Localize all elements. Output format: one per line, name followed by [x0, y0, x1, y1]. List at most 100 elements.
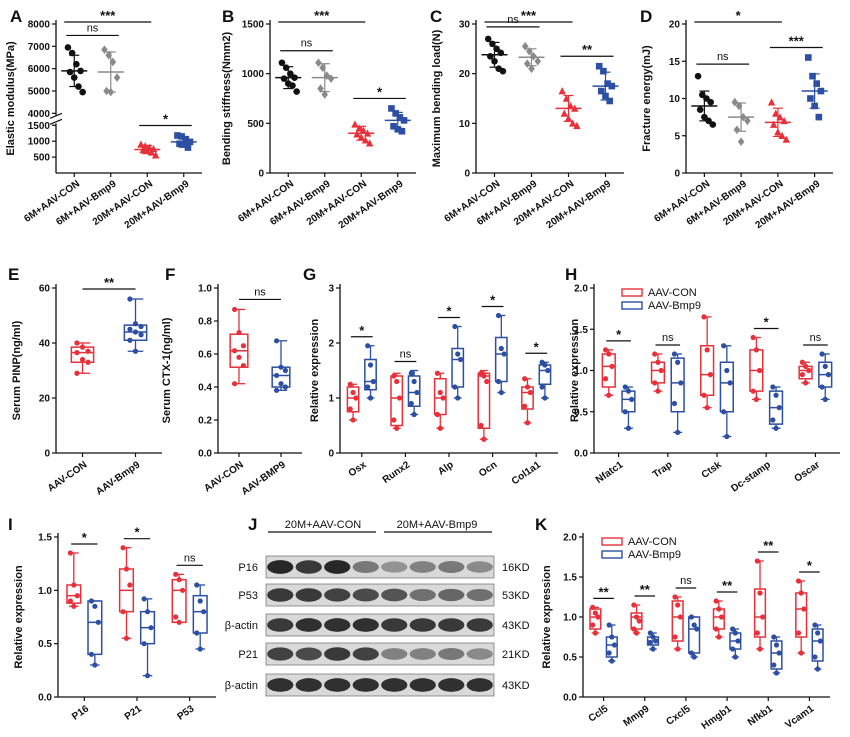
data-point: [74, 370, 80, 376]
blot-band: [438, 678, 465, 692]
data-point: [481, 373, 487, 379]
y-tick-label: 0.2: [198, 416, 212, 427]
x-tick-label: Oscar: [793, 459, 823, 484]
data-point: [68, 49, 76, 57]
data-point: [805, 54, 812, 61]
x-tick-label: Nfkb1: [746, 703, 775, 728]
y-axis-label: Serum PINP(ng/ml): [11, 320, 23, 420]
data-point: [694, 72, 702, 80]
y-tick-label: 1.0: [38, 586, 52, 597]
panel-label-G: G: [303, 265, 316, 284]
data-point: [179, 587, 186, 593]
data-point: [478, 422, 484, 429]
data-point: [822, 363, 828, 369]
data-point: [495, 312, 502, 319]
data-point: [361, 136, 370, 144]
data-point: [498, 345, 504, 352]
data-point: [391, 417, 397, 423]
data-point: [772, 109, 780, 117]
blot-band: [352, 618, 379, 632]
y-tick-label: 2.0: [574, 284, 588, 295]
blot-strip: [265, 555, 495, 579]
y-tick-label: 1000: [242, 69, 265, 80]
data-point: [123, 566, 130, 572]
data-point: [822, 396, 828, 402]
data-point: [400, 117, 408, 124]
data-point: [595, 62, 603, 70]
data-point: [437, 425, 443, 431]
legend-label-bmp: AAV-Bmp9: [648, 300, 701, 312]
data-point: [564, 114, 573, 122]
data-point: [521, 42, 529, 51]
data-point: [735, 638, 741, 644]
data-point: [353, 395, 359, 401]
data-point: [501, 351, 507, 357]
data-point: [753, 396, 759, 402]
data-point: [120, 545, 126, 551]
data-point: [141, 641, 147, 647]
data-point: [123, 635, 130, 641]
data-point: [321, 90, 329, 99]
data-point: [590, 622, 596, 628]
significance-label: *: [490, 293, 496, 308]
box-iqr: [589, 608, 602, 630]
blot-band: [438, 618, 465, 632]
data-point: [815, 113, 823, 121]
data-point: [625, 388, 632, 394]
data-point: [802, 363, 809, 369]
data-point: [180, 141, 188, 148]
data-point: [390, 123, 397, 130]
data-point: [545, 367, 551, 374]
data-point: [647, 640, 653, 646]
data-point: [571, 104, 579, 112]
y-tick-label: 0.6: [198, 350, 212, 361]
x-tick-label: AAV-Bmp9: [94, 459, 142, 497]
y-tick-label: 1.5: [574, 325, 588, 336]
y-tick-label: 7000: [28, 42, 51, 53]
data-point: [408, 400, 414, 407]
data-point: [795, 578, 802, 584]
data-point: [120, 609, 126, 615]
box-iqr: [538, 364, 552, 385]
data-point: [484, 35, 492, 43]
panel-label-F: F: [165, 265, 175, 284]
data-point: [408, 370, 414, 376]
significance-label: **: [640, 582, 651, 597]
data-point: [282, 367, 289, 374]
data-point: [672, 634, 678, 640]
box-iqr: [87, 600, 103, 656]
y-tick-label: 0.8: [198, 317, 212, 328]
data-point: [688, 614, 695, 620]
data-point: [590, 604, 596, 611]
data-point: [79, 88, 86, 96]
y-axis-label: Relative expression: [541, 565, 553, 669]
data-point: [727, 380, 733, 386]
data-point: [174, 132, 181, 139]
significance-label: ns: [680, 575, 692, 587]
data-point: [388, 105, 395, 112]
data-point: [278, 364, 284, 370]
data-point: [143, 146, 151, 155]
data-point: [132, 348, 139, 354]
data-point: [278, 381, 284, 387]
data-point: [608, 82, 616, 90]
data-point: [289, 82, 296, 89]
blot-band: [295, 647, 322, 661]
x-tick-label: Nfatc1: [594, 459, 626, 486]
data-point: [524, 420, 531, 426]
data-point: [530, 51, 537, 61]
data-point: [819, 351, 825, 357]
data-point: [127, 296, 133, 302]
x-tick-label: Vcam1: [783, 703, 816, 731]
y-tick-label: 15: [669, 57, 681, 68]
data-point: [484, 378, 490, 385]
data-point: [602, 347, 609, 353]
significance-label: **: [104, 275, 115, 290]
data-point: [735, 101, 743, 111]
blot-band: [409, 618, 436, 632]
y-tick-label: 1.0: [574, 366, 588, 377]
x-tick-label: Ocn: [477, 459, 499, 479]
data-point: [757, 590, 763, 596]
data-point: [573, 121, 581, 130]
